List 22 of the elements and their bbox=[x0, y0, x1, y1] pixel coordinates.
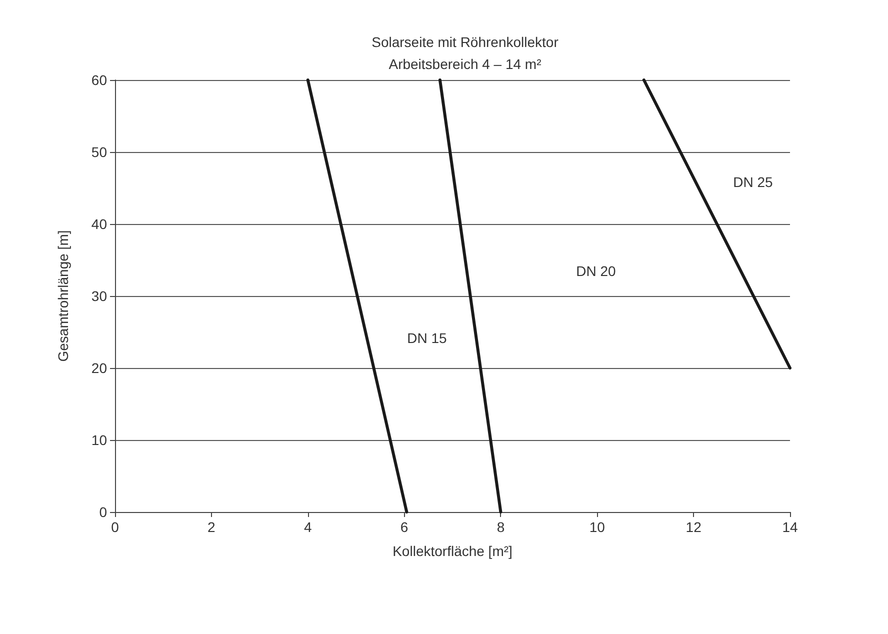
x-tick-label: 12 bbox=[686, 519, 702, 535]
y-tick-label: 20 bbox=[91, 360, 108, 376]
y-tick-label: 0 bbox=[99, 504, 108, 520]
y-tick-label: 50 bbox=[91, 144, 108, 160]
x-tick-label: 2 bbox=[208, 519, 216, 535]
x-axis-title: Kollektorfläche [m²] bbox=[392, 543, 512, 559]
chart-subtitle: Arbeitsbereich 4 – 14 m² bbox=[388, 56, 542, 72]
x-tick-label: 4 bbox=[304, 519, 312, 535]
x-tick-label: 0 bbox=[111, 519, 120, 535]
y-tick-label: 60 bbox=[91, 72, 108, 88]
x-tick-label: 10 bbox=[589, 519, 606, 535]
chart-title: Solarseite mit Röhrenkollektor bbox=[372, 34, 559, 50]
y-tick-label: 10 bbox=[91, 432, 108, 448]
x-tick-label: 8 bbox=[496, 519, 505, 535]
y-axis-title: Gesamtrohrlänge [m] bbox=[55, 230, 71, 362]
x-tick-label: 14 bbox=[782, 519, 798, 535]
y-tick-label: 40 bbox=[91, 216, 108, 232]
annotation: DN 20 bbox=[576, 263, 616, 279]
y-tick-label: 30 bbox=[91, 288, 108, 304]
annotation: DN 25 bbox=[733, 174, 774, 190]
annotation: DN 15 bbox=[407, 330, 448, 346]
x-tick-label: 6 bbox=[400, 519, 408, 535]
